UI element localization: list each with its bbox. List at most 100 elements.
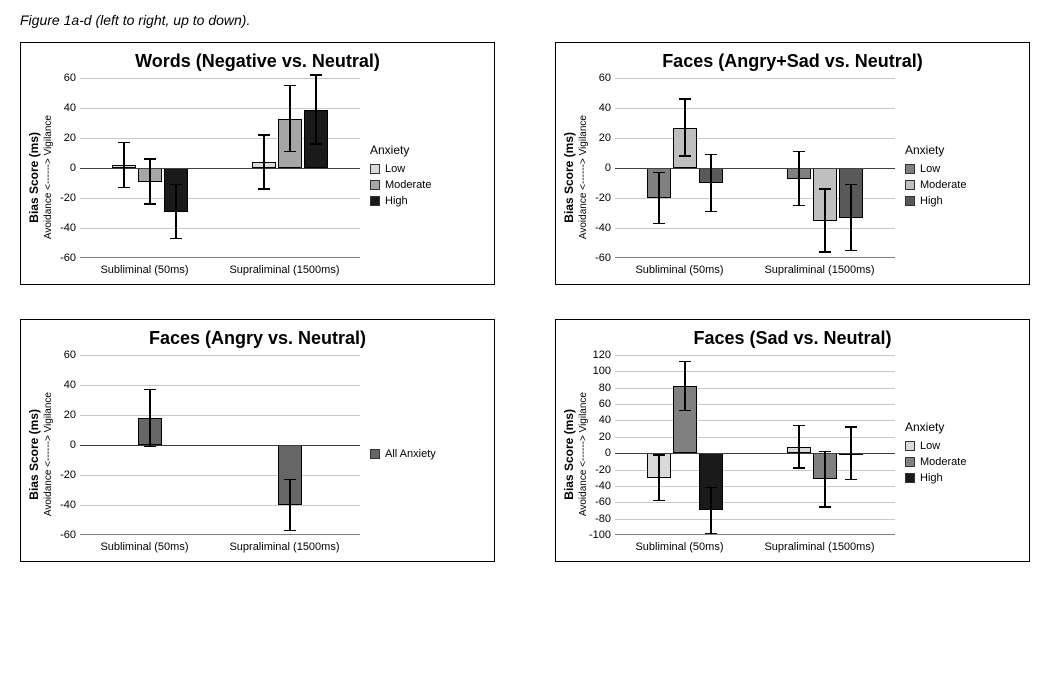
ytick-label: 60 <box>599 72 615 84</box>
ytick-label: -20 <box>60 192 80 204</box>
legend-label: Moderate <box>920 456 966 468</box>
gridline <box>615 502 895 503</box>
legend-label: Low <box>920 163 940 175</box>
ytick-label: 20 <box>599 132 615 144</box>
legend-item: Moderate <box>905 179 966 191</box>
gridline <box>615 404 895 405</box>
error-bar <box>263 135 265 189</box>
gridline <box>615 108 895 109</box>
error-cap <box>144 389 156 391</box>
ytick-label: 0 <box>605 447 615 459</box>
panel-title: Faces (Angry+Sad vs. Neutral) <box>562 51 1023 72</box>
plot-area: -60-40-200204060 <box>80 355 360 535</box>
gridline <box>80 415 360 416</box>
legend-label: All Anxiety <box>385 448 436 460</box>
error-cap <box>310 143 322 145</box>
ytick-label: 100 <box>593 365 615 377</box>
xtick-label: Subliminal (50ms) <box>100 541 188 553</box>
error-cap <box>793 425 805 427</box>
plot-area: -60-40-200204060 <box>80 78 360 258</box>
panel-grid: Words (Negative vs. Neutral)Bias Score (… <box>20 42 1030 562</box>
ytick-label: -20 <box>60 469 80 481</box>
gridline <box>615 486 895 487</box>
legend-label: High <box>920 472 943 484</box>
xtick-label: Supraliminal (1500ms) <box>764 264 874 276</box>
error-cap <box>653 454 665 456</box>
gridline <box>615 78 895 79</box>
ytick-label: -100 <box>589 529 615 541</box>
y-axis-label: Bias Score (ms) <box>27 132 41 223</box>
y-axis-label: Bias Score (ms) <box>562 132 576 223</box>
error-cap <box>310 74 322 76</box>
ytick-label: -60 <box>60 529 80 541</box>
xtick-label: Subliminal (50ms) <box>100 264 188 276</box>
legend-swatch <box>370 196 380 206</box>
legend-swatch <box>370 180 380 190</box>
ytick-label: 40 <box>64 102 80 114</box>
ytick-label: -60 <box>595 496 615 508</box>
legend-item: Moderate <box>905 456 966 468</box>
error-cap <box>793 151 805 153</box>
xtick-label: Supraliminal (1500ms) <box>229 264 339 276</box>
gridline <box>80 385 360 386</box>
legend-swatch <box>905 180 915 190</box>
error-bar <box>149 390 151 447</box>
error-bar <box>798 152 800 206</box>
ytick-label: 0 <box>605 162 615 174</box>
error-bar <box>149 159 151 204</box>
error-cap <box>653 500 665 502</box>
legend-item: Moderate <box>370 179 431 191</box>
error-cap <box>793 467 805 469</box>
legend-item: All Anxiety <box>370 448 436 460</box>
gridline <box>615 519 895 520</box>
y-axis-label: Bias Score (ms) <box>562 409 576 500</box>
error-cap <box>819 506 831 508</box>
error-cap <box>679 361 691 363</box>
error-cap <box>845 479 857 481</box>
error-cap <box>284 151 296 153</box>
error-cap <box>258 188 270 190</box>
error-cap <box>705 211 717 213</box>
ytick-label: -80 <box>595 513 615 525</box>
panel-title: Faces (Sad vs. Neutral) <box>562 328 1023 349</box>
ytick-label: 0 <box>70 439 80 451</box>
legend-swatch <box>905 457 915 467</box>
plot-area: -60-40-200204060 <box>615 78 895 258</box>
gridline <box>80 198 360 199</box>
error-cap <box>845 184 857 186</box>
ytick-label: 60 <box>64 72 80 84</box>
legend-label: Low <box>920 440 940 452</box>
ytick-label: -20 <box>595 464 615 476</box>
legend: All Anxiety <box>370 444 436 464</box>
y-axis-sublabel: Avoidance <------> Vigilance <box>43 115 54 239</box>
error-bar <box>850 427 852 479</box>
legend-swatch <box>905 441 915 451</box>
panel-c: Faces (Angry vs. Neutral)Bias Score (ms)… <box>20 319 495 562</box>
y-axis-sublabel: Avoidance <------> Vigilance <box>578 392 589 516</box>
gridline <box>80 475 360 476</box>
error-bar <box>289 480 291 531</box>
error-cap <box>258 134 270 136</box>
legend-swatch <box>905 196 915 206</box>
panel-d: Faces (Sad vs. Neutral) Bias Score (ms)Av… <box>555 319 1030 562</box>
error-bar <box>658 173 660 224</box>
legend-label: Low <box>385 163 405 175</box>
ytick-label: -40 <box>595 480 615 492</box>
gridline <box>615 437 895 438</box>
y-axis-sublabel: Avoidance <------> Vigilance <box>43 392 54 516</box>
error-cap <box>284 530 296 532</box>
error-cap <box>144 158 156 160</box>
legend-label: Moderate <box>920 179 966 191</box>
error-bar <box>710 488 712 534</box>
plot-area: -100-80-60-40-20020406080100120 <box>615 355 895 535</box>
legend-title: Anxiety <box>905 420 966 434</box>
legend-item: Low <box>905 440 966 452</box>
y-axis-label: Bias Score (ms) <box>27 409 41 500</box>
gridline <box>615 388 895 389</box>
y-axis-sublabel: Avoidance <------> Vigilance <box>578 115 589 239</box>
legend-title: Anxiety <box>905 143 966 157</box>
legend: Anxiety Low Moderate High <box>905 420 966 488</box>
error-bar <box>684 362 686 411</box>
ytick-label: -20 <box>595 192 615 204</box>
error-bar <box>175 185 177 239</box>
